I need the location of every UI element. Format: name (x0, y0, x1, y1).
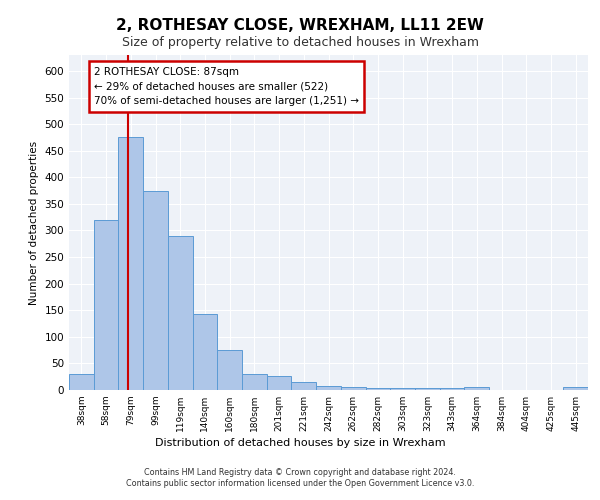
Y-axis label: Number of detached properties: Number of detached properties (29, 140, 39, 304)
Bar (168, 236, 193, 390)
Bar (563, 388, 588, 390)
Bar (440, 388, 464, 390)
Bar (415, 388, 440, 390)
Bar (193, 314, 217, 390)
Bar (217, 350, 242, 390)
Bar (69, 374, 94, 390)
Bar (390, 388, 415, 390)
Bar (143, 190, 168, 390)
Bar (292, 382, 316, 390)
Text: 2, ROTHESAY CLOSE, WREXHAM, LL11 2EW: 2, ROTHESAY CLOSE, WREXHAM, LL11 2EW (116, 18, 484, 32)
Text: Distribution of detached houses by size in Wrexham: Distribution of detached houses by size … (155, 438, 445, 448)
Bar (341, 388, 365, 390)
Text: Size of property relative to detached houses in Wrexham: Size of property relative to detached ho… (121, 36, 479, 49)
Bar (118, 138, 143, 390)
Bar (365, 388, 390, 390)
Bar (242, 374, 267, 390)
Bar (267, 376, 292, 390)
Bar (464, 388, 489, 390)
Bar (94, 220, 118, 390)
Bar (316, 386, 341, 390)
Text: Contains HM Land Registry data © Crown copyright and database right 2024.
Contai: Contains HM Land Registry data © Crown c… (126, 468, 474, 487)
Text: 2 ROTHESAY CLOSE: 87sqm
← 29% of detached houses are smaller (522)
70% of semi-d: 2 ROTHESAY CLOSE: 87sqm ← 29% of detache… (94, 66, 359, 106)
